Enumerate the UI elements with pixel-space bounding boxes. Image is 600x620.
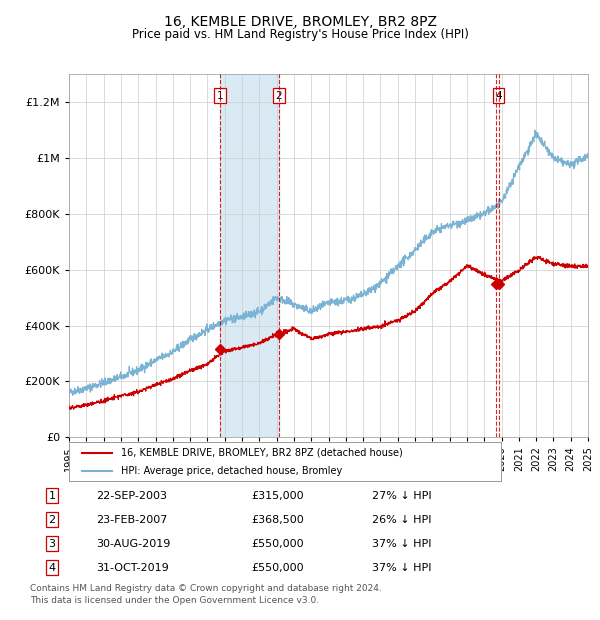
Text: Contains HM Land Registry data © Crown copyright and database right 2024.
This d: Contains HM Land Registry data © Crown c… [30, 584, 382, 605]
Text: £550,000: £550,000 [251, 563, 304, 573]
Text: 31-OCT-2019: 31-OCT-2019 [96, 563, 169, 573]
Text: 37% ↓ HPI: 37% ↓ HPI [372, 539, 432, 549]
Text: 4: 4 [49, 563, 56, 573]
Text: 22-SEP-2003: 22-SEP-2003 [96, 490, 167, 500]
Text: 30-AUG-2019: 30-AUG-2019 [96, 539, 170, 549]
Text: HPI: Average price, detached house, Bromley: HPI: Average price, detached house, Brom… [121, 466, 342, 476]
Text: 2: 2 [276, 91, 283, 100]
Text: 3: 3 [49, 539, 56, 549]
Text: 4: 4 [495, 91, 502, 100]
Text: £550,000: £550,000 [251, 539, 304, 549]
Text: 27% ↓ HPI: 27% ↓ HPI [372, 490, 432, 500]
Text: £368,500: £368,500 [251, 515, 304, 525]
Bar [220, 74, 279, 437]
Text: £315,000: £315,000 [251, 490, 304, 500]
Text: 16, KEMBLE DRIVE, BROMLEY, BR2 8PZ (detached house): 16, KEMBLE DRIVE, BROMLEY, BR2 8PZ (deta… [121, 448, 403, 458]
Text: 2: 2 [49, 515, 56, 525]
Text: 23-FEB-2007: 23-FEB-2007 [96, 515, 167, 525]
Text: 1: 1 [217, 91, 223, 100]
Text: 26% ↓ HPI: 26% ↓ HPI [372, 515, 432, 525]
Text: 37% ↓ HPI: 37% ↓ HPI [372, 563, 432, 573]
Text: 1: 1 [49, 490, 56, 500]
Text: Price paid vs. HM Land Registry's House Price Index (HPI): Price paid vs. HM Land Registry's House … [131, 28, 469, 41]
Text: 16, KEMBLE DRIVE, BROMLEY, BR2 8PZ: 16, KEMBLE DRIVE, BROMLEY, BR2 8PZ [163, 16, 437, 30]
